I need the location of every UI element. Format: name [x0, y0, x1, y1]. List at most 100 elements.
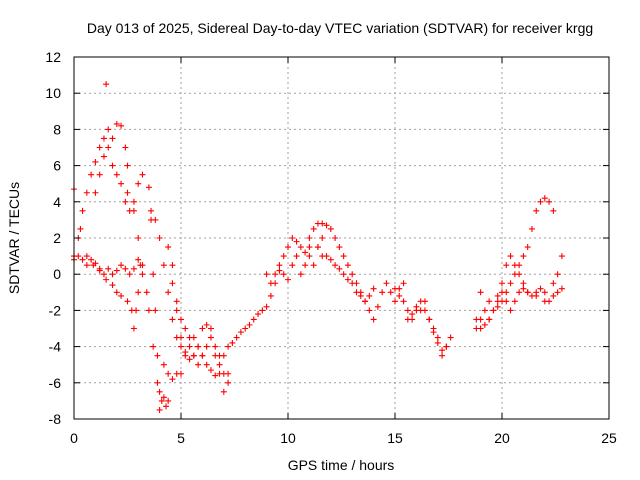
data-point — [207, 325, 214, 332]
data-point — [225, 370, 232, 377]
data-point — [434, 339, 441, 346]
data-point — [103, 81, 110, 88]
data-point — [178, 370, 184, 377]
data-point — [533, 207, 540, 214]
data-point — [203, 361, 210, 368]
data-point — [383, 280, 390, 287]
data-point — [130, 265, 137, 272]
data-point — [314, 244, 321, 251]
data-point — [332, 262, 339, 269]
data-point — [276, 267, 283, 274]
data-point — [139, 271, 146, 278]
data-point — [92, 158, 99, 165]
data-point — [154, 352, 161, 359]
data-point — [499, 280, 505, 287]
series-krgg-b — [71, 186, 144, 332]
data-point — [379, 289, 386, 296]
data-point — [336, 244, 343, 251]
data-point — [165, 289, 172, 296]
data-point — [143, 289, 150, 296]
data-point — [109, 282, 116, 289]
data-point — [122, 265, 129, 272]
data-point — [126, 271, 133, 278]
series-krgg-a — [71, 81, 131, 260]
series-krgg-f — [145, 184, 172, 413]
data-point — [156, 388, 163, 395]
data-point — [404, 307, 411, 314]
series-krgg-k — [263, 235, 326, 287]
data-point — [169, 376, 176, 383]
data-point — [558, 285, 565, 292]
data-point — [83, 262, 90, 269]
data-point — [100, 135, 107, 142]
data-point — [130, 198, 137, 205]
data-point — [554, 271, 561, 278]
data-point — [203, 321, 210, 328]
data-point — [319, 220, 326, 227]
data-point — [145, 307, 152, 314]
data-point — [199, 352, 206, 359]
data-point — [481, 321, 488, 328]
data-point — [148, 207, 155, 214]
data-point — [507, 307, 514, 314]
data-point — [109, 135, 116, 142]
data-point — [100, 271, 107, 278]
data-point — [182, 349, 189, 356]
data-point — [122, 144, 129, 151]
data-point — [524, 244, 531, 251]
data-point — [344, 262, 351, 269]
series-krgg-l — [306, 220, 377, 305]
data-point — [550, 207, 557, 214]
data-point — [113, 289, 120, 296]
data-point — [105, 144, 112, 151]
data-point — [105, 265, 112, 272]
data-point — [124, 162, 131, 169]
data-point — [156, 406, 163, 413]
data-point — [173, 298, 180, 305]
data-point — [118, 122, 125, 129]
data-point — [124, 298, 131, 305]
data-point — [118, 262, 125, 269]
y-tick-label: 0 — [53, 266, 61, 282]
data-point — [353, 289, 360, 296]
data-point — [297, 244, 304, 251]
data-point — [103, 276, 110, 283]
y-tick-labels: -8 -6 -4 -2 0 2 4 6 8 10 12 — [45, 49, 61, 427]
data-point — [263, 303, 270, 310]
data-point — [216, 361, 223, 368]
data-point — [186, 356, 193, 363]
data-point — [447, 334, 454, 341]
data-point — [113, 120, 120, 127]
data-point — [225, 379, 232, 386]
data-point — [250, 316, 257, 323]
data-point — [113, 171, 120, 178]
data-point — [88, 256, 95, 263]
data-point — [220, 388, 227, 395]
data-point — [96, 171, 103, 178]
data-point — [374, 303, 381, 310]
data-point — [516, 271, 523, 278]
data-point — [503, 298, 510, 305]
data-point — [439, 347, 446, 354]
data-point — [520, 280, 527, 287]
data-point — [96, 144, 103, 151]
data-point — [306, 244, 313, 251]
series-krgg-q — [473, 285, 565, 332]
data-point — [83, 189, 90, 196]
series-krgg-e — [124, 189, 184, 395]
data-point — [139, 262, 146, 269]
data-point — [135, 180, 142, 187]
data-point — [558, 253, 565, 260]
y-tick-label: -2 — [49, 302, 62, 318]
data-point — [135, 256, 142, 263]
data-point — [190, 352, 197, 359]
data-point — [541, 195, 548, 202]
data-point — [152, 307, 159, 314]
data-point — [327, 256, 334, 263]
data-point — [212, 343, 219, 350]
x-tick-labels: 0 5 10 15 20 25 — [70, 430, 617, 446]
data-point — [413, 303, 420, 310]
data-point — [494, 303, 501, 310]
data-point — [263, 271, 270, 278]
data-point — [400, 298, 407, 305]
